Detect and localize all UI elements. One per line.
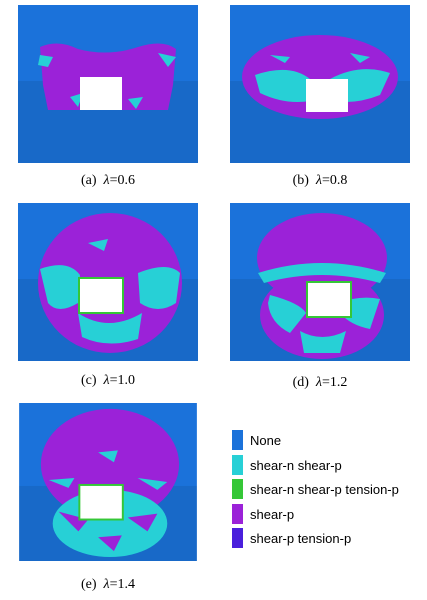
panel-c [18, 203, 198, 361]
legend-swatch [232, 528, 243, 548]
zone [58, 511, 158, 552]
caption-text: λ [103, 173, 110, 188]
zone [40, 408, 180, 520]
caption-text: λ [103, 577, 110, 592]
panel-b [230, 5, 410, 163]
legend-label: shear-n shear-p tension-p [250, 482, 399, 497]
caption-text: =1.4 [109, 577, 136, 592]
zone [48, 450, 168, 490]
zone [40, 239, 180, 344]
panel-e [19, 403, 197, 561]
caption-text: (b) [292, 173, 309, 188]
caption-text: λ [103, 373, 110, 388]
caption-text: λ [315, 375, 322, 390]
caption: (d) λ=1.2 [230, 375, 410, 391]
legend-label: shear-p tension-p [250, 531, 352, 546]
caption-text: λ [315, 173, 322, 188]
legend-swatch [232, 503, 243, 524]
caption: (b) λ=0.8 [230, 173, 410, 189]
legend-label: None [250, 433, 282, 448]
zone [38, 53, 176, 109]
legend-swatch [232, 430, 243, 450]
caption-text: (c) [80, 373, 97, 388]
caption: (e) λ=1.4 [18, 577, 198, 593]
caption: (a) λ=0.6 [18, 173, 198, 189]
caption-text: =0.8 [322, 173, 348, 188]
zone [40, 43, 176, 110]
caption-text: (a) [80, 173, 97, 188]
caption-text: (d) [292, 375, 309, 390]
legend-swatch [232, 479, 243, 499]
zone [255, 53, 390, 103]
panel-d [230, 203, 410, 361]
caption-text: =1.2 [322, 375, 348, 390]
zone [258, 263, 386, 353]
legend-swatch [232, 454, 243, 475]
caption-text: =1.0 [109, 373, 136, 388]
caption-text: =0.6 [109, 173, 136, 188]
caption: (c) λ=1.0 [18, 373, 198, 389]
legend-label: shear-p [250, 506, 295, 522]
caption-text: (e) [80, 577, 97, 592]
panel-a [18, 5, 198, 163]
legend-label: shear-n shear-p [250, 457, 342, 473]
